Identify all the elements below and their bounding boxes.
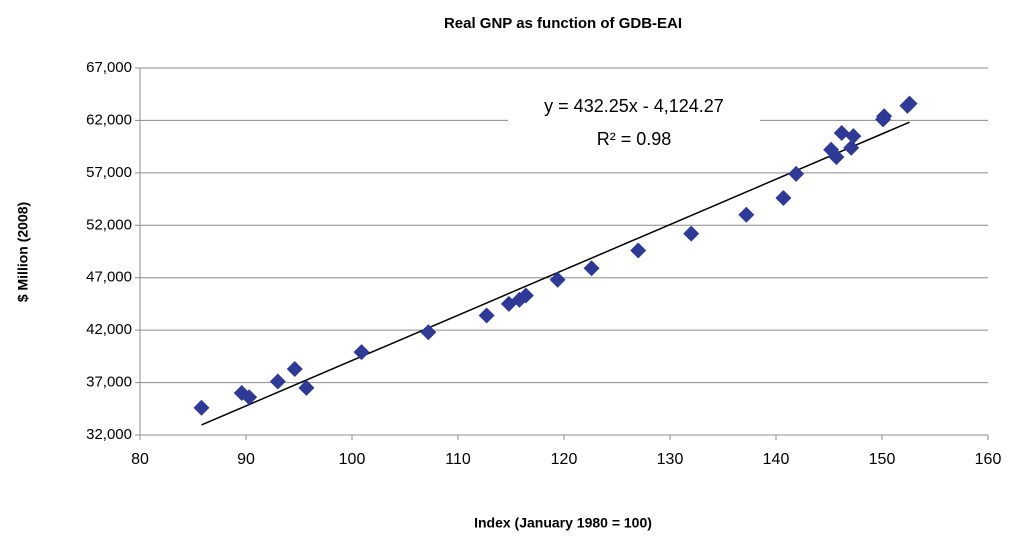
data-point	[517, 287, 534, 304]
x-tick-label: 160	[975, 451, 1002, 468]
x-axis-label: Index (January 1980 = 100)	[474, 515, 652, 531]
data-point	[683, 225, 700, 242]
data-point	[269, 373, 286, 390]
data-point	[353, 344, 370, 361]
x-tick-label: 120	[551, 451, 578, 468]
x-tick-label: 140	[763, 451, 790, 468]
data-point	[478, 307, 495, 324]
y-tick-label: 52,000	[86, 216, 132, 233]
data-point	[549, 271, 566, 288]
x-tick-label: 80	[131, 451, 149, 468]
data-point	[828, 149, 845, 166]
trendline-equation: y = 432.25x - 4,124.27	[544, 96, 724, 116]
y-tick-label: 67,000	[86, 59, 132, 76]
data-point	[738, 206, 755, 223]
equation-box	[508, 88, 760, 156]
data-point	[845, 128, 862, 145]
data-point	[193, 399, 210, 416]
data-point	[876, 108, 893, 125]
y-tick-label: 37,000	[86, 374, 132, 391]
data-point	[788, 165, 805, 182]
data-point	[286, 360, 303, 377]
trendline-r2: R² = 0.98	[597, 129, 672, 149]
data-point	[420, 324, 437, 341]
data-point	[298, 379, 315, 396]
x-tick-label: 110	[445, 451, 471, 468]
y-tick-label: 42,000	[86, 321, 132, 338]
y-axis-label: $ Million (2008)	[15, 202, 31, 302]
x-tick-label: 90	[237, 451, 255, 468]
y-tick-label: 57,000	[86, 164, 132, 181]
chart-title: Real GNP as function of GDB-EAI	[444, 15, 682, 32]
y-tick-label: 32,000	[86, 426, 132, 443]
data-point	[843, 139, 860, 156]
data-point	[901, 95, 918, 112]
x-tick-label: 130	[657, 451, 684, 468]
trendline	[201, 121, 910, 426]
data-point	[630, 242, 647, 259]
data-point	[775, 190, 792, 207]
x-tick-label: 150	[869, 451, 896, 468]
data-point	[241, 389, 258, 406]
y-tick-label: 47,000	[86, 269, 132, 286]
data-point	[583, 260, 600, 277]
data-point	[833, 125, 850, 142]
y-tick-label: 62,000	[86, 111, 132, 128]
x-tick-label: 100	[339, 451, 366, 468]
